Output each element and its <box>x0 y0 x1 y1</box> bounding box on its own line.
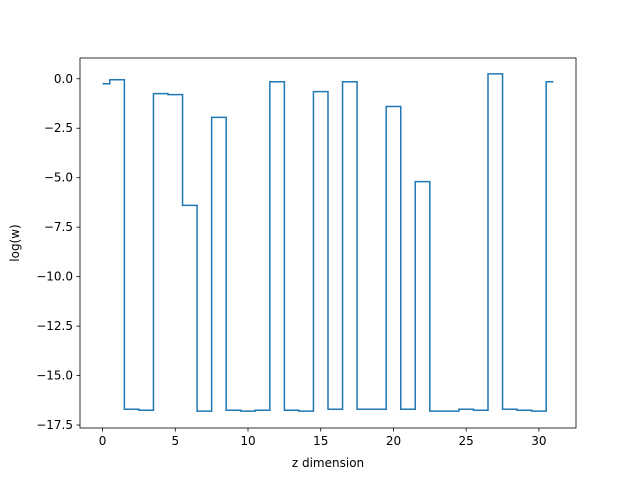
series-step-line <box>102 73 554 412</box>
x-tick-label: 30 <box>531 434 546 448</box>
plot-frame <box>79 57 577 429</box>
x-axis-label: z dimension <box>292 456 364 470</box>
y-tick-label: −7.5 <box>44 220 73 234</box>
y-tick-label: 0.0 <box>54 72 73 86</box>
x-tick-label: 25 <box>459 434 474 448</box>
x-tick-label: 0 <box>99 434 107 448</box>
x-axis: 0 5 10 15 20 25 30 <box>99 428 547 448</box>
y-axis-label: log(w) <box>8 224 22 261</box>
x-tick-label: 15 <box>313 434 328 448</box>
y-tick-label: −2.5 <box>44 121 73 135</box>
y-tick-label: −5.0 <box>44 171 73 185</box>
y-axis: 0.0 −2.5 −5.0 −7.5 −10.0 −12.5 −15.0 −17.5 <box>36 72 80 432</box>
y-tick-label: −15.0 <box>36 369 73 383</box>
x-tick-label: 5 <box>171 434 179 448</box>
x-tick-label: 20 <box>386 434 401 448</box>
x-tick-label: 10 <box>240 434 255 448</box>
y-tick-label: −12.5 <box>36 319 73 333</box>
y-tick-label: −17.5 <box>36 418 73 432</box>
y-tick-label: −10.0 <box>36 270 73 284</box>
